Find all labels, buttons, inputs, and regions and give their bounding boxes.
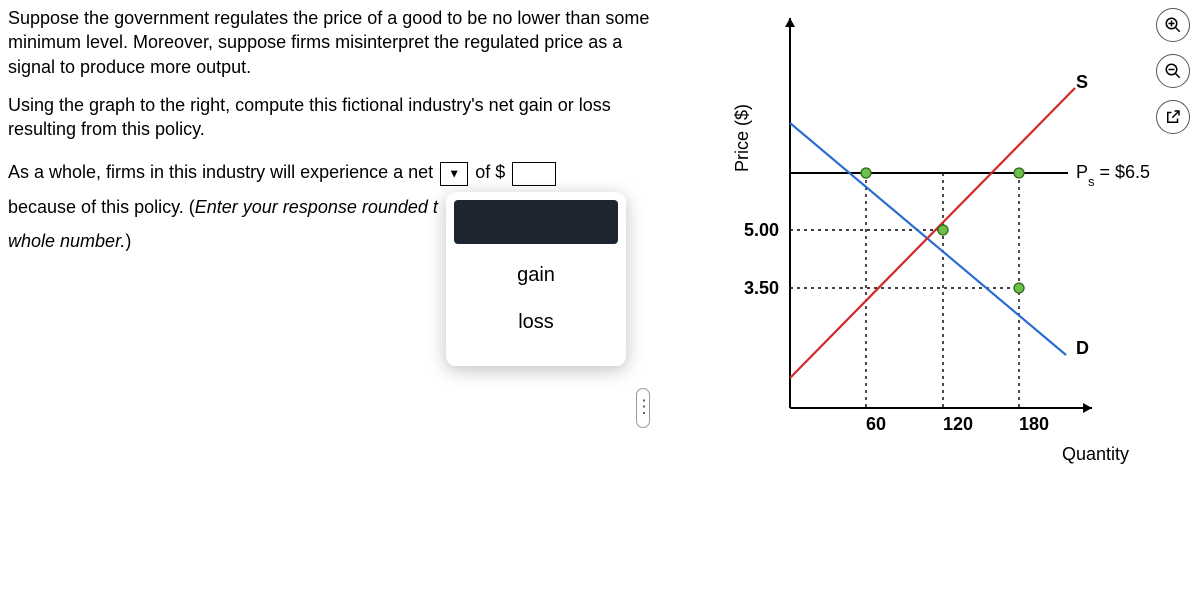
popout-button[interactable] [1156,100,1190,134]
dropdown-option-loss[interactable]: loss [454,305,618,352]
answer-text-tail3: ) [125,231,131,251]
svg-text:5.00: 5.00 [744,220,779,240]
chart-tools [1156,8,1194,146]
gain-loss-dropdown-popup: gain loss [446,192,626,366]
svg-text:Ps = $6.50: Ps = $6.50 [1076,162,1150,189]
answer-text-of: of $ [475,162,505,182]
svg-text:D: D [1076,338,1089,358]
question-para-1: Suppose the government regulates the pri… [8,6,668,79]
gain-loss-dropdown[interactable] [440,162,468,186]
zoom-in-icon [1164,16,1182,34]
dropdown-blank-option[interactable] [454,200,618,244]
svg-text:Quantity: Quantity [1062,444,1129,464]
answer-text-italic: Enter your response rounded t [195,197,438,217]
svg-text:180: 180 [1019,414,1049,434]
zoom-in-button[interactable] [1156,8,1190,42]
svg-text:Price ($): Price ($) [732,104,752,172]
answer-text-tail2: whole number. [8,231,125,251]
answer-text-tail1: because of this policy. ( [8,197,195,217]
supply-demand-chart: Ps = $6.50 D S 60 120 180 5.00 3.50 Quantity Pric… [730,8,1150,478]
zoom-out-button[interactable] [1156,54,1190,88]
question-para-2: Using the graph to the right, compute th… [8,93,668,142]
answer-text-lead: As a whole, firms in this industry will … [8,162,438,182]
amount-input[interactable] [512,162,556,186]
svg-text:S: S [1076,72,1088,92]
svg-text:120: 120 [943,414,973,434]
dropdown-option-gain[interactable]: gain [454,258,618,305]
popout-icon [1164,108,1182,126]
zoom-out-icon [1164,62,1182,80]
pane-resize-handle[interactable] [636,388,650,428]
svg-text:3.50: 3.50 [744,278,779,298]
svg-text:60: 60 [866,414,886,434]
